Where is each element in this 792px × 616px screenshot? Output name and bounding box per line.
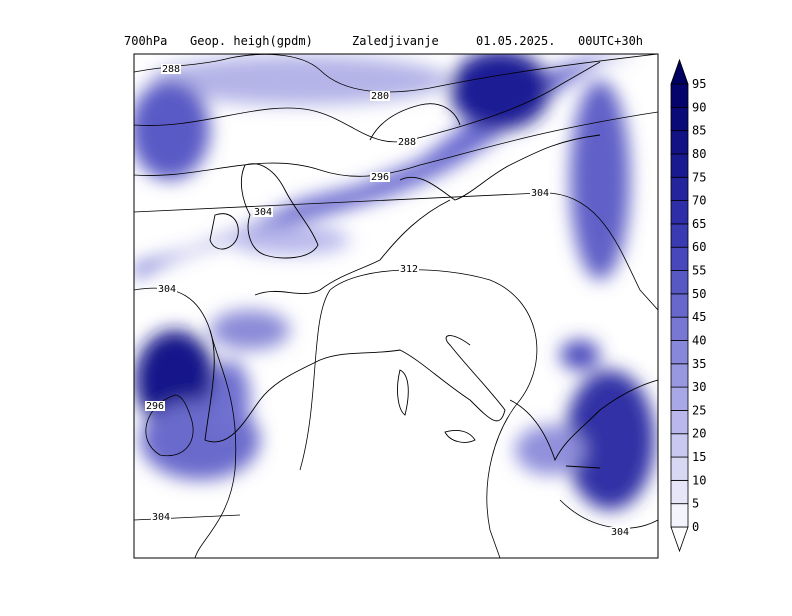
coastlines (204, 103, 658, 469)
colorbar-label: 30 (692, 380, 706, 394)
colorbar-label: 0 (692, 520, 699, 534)
contour-label-text: 288 (398, 137, 416, 148)
colorbar-label: 20 (692, 427, 706, 441)
contour-label-box (610, 527, 630, 537)
contour-label-box (399, 264, 419, 274)
contour-label-box (253, 207, 273, 217)
colorbar-box (670, 410, 689, 435)
colorbar-label: 95 (692, 77, 706, 91)
contour-label-box (161, 64, 181, 74)
colorbar-box (670, 340, 689, 365)
contour-label: 288 (161, 64, 181, 75)
title-run: 00UTC+30h (578, 34, 643, 48)
contour-label: 296 (370, 172, 390, 183)
colorbar-label: 50 (692, 287, 706, 301)
colorbar-box (670, 270, 689, 295)
contour-label: 304 (151, 512, 171, 523)
title-level: 700hPa (124, 34, 167, 48)
contour-label-text: 280 (371, 91, 389, 102)
colorbar-box (670, 223, 689, 248)
colorbar-box (670, 433, 689, 458)
colorbar-box (670, 386, 689, 411)
contour-label: 304 (610, 527, 630, 538)
title-product: Zaledjivanje (352, 34, 439, 48)
colorbar-label: 55 (692, 264, 706, 278)
contour-labels: 288 280 288 296 304 304 312 304 296 304 304 (145, 64, 630, 538)
colorbar-box (670, 479, 689, 505)
contour-label-text: 304 (611, 527, 629, 538)
contour-label-box (370, 91, 390, 101)
contour-label-text: 304 (531, 188, 549, 199)
colorbar-label: 15 (692, 450, 706, 464)
colorbar-label: 5 (692, 497, 699, 511)
contour-label: 312 (399, 264, 419, 275)
colorbar-box (670, 316, 689, 341)
colorbar-box (670, 246, 689, 271)
colorbar-label: 80 (692, 147, 706, 161)
colorbar-box (670, 456, 689, 481)
map: 288 280 288 296 304 304 312 304 296 304 304 (134, 54, 658, 558)
colorbar-box (670, 106, 689, 132)
contour-label-box (157, 284, 177, 294)
colorbar-label: 40 (692, 333, 706, 347)
contour-label-text: 304 (254, 207, 272, 218)
colorbar-label: 25 (692, 403, 706, 417)
contour-label-text: 304 (158, 284, 176, 295)
colorbar-box (670, 200, 689, 225)
colorbar-box (670, 130, 689, 155)
colorbar-label: 35 (692, 357, 706, 371)
colorbar-low (670, 526, 689, 553)
contour-label-box (370, 172, 390, 182)
title-date: 01.05.2025. (476, 34, 555, 48)
colorbar-label: 90 (692, 100, 706, 114)
colorbar-label: 70 (692, 194, 706, 208)
contour-label-text: 288 (162, 64, 180, 75)
colorbar-box (670, 153, 689, 178)
contour-label-text: 304 (152, 512, 170, 523)
title: 700hPa Geop. heigh(gpdm) Zaledjivanje 01… (124, 34, 643, 48)
map-frame (133, 53, 659, 559)
contour-label-box (530, 188, 550, 198)
colorbar: 0 5 10 15 20 25 30 35 40 45 50 55 60 65 70 75 80 85 90 95 (670, 58, 706, 553)
colorbar-label: 60 (692, 240, 706, 254)
colorbar-high (670, 58, 689, 85)
colorbar-label: 65 (692, 217, 706, 231)
colorbar-label: 10 (692, 473, 706, 487)
colorbar-box (670, 83, 689, 108)
colorbar-label: 85 (692, 124, 706, 138)
colorbar-box (670, 293, 689, 318)
colorbar-label: 45 (692, 310, 706, 324)
contour-label-text: 312 (400, 264, 418, 275)
colorbar-box (670, 363, 689, 388)
contour-label: 304 (253, 207, 273, 218)
icing-field (134, 54, 655, 510)
contour-label-text: 296 (371, 172, 389, 183)
colorbar-box (670, 503, 689, 528)
contour-label: 304 (157, 284, 177, 295)
colorbar-label: 75 (692, 170, 706, 184)
contour-label: 296 (145, 401, 165, 412)
contour-label: 280 (370, 91, 390, 102)
contour-label-box (151, 512, 171, 522)
contour-label-text: 296 (146, 401, 164, 412)
contour-label: 304 (530, 188, 550, 199)
contour-label-box (397, 137, 417, 147)
contour-label-box (145, 401, 165, 411)
title-field: Geop. heigh(gpdm) (190, 34, 313, 48)
colorbar-box (670, 176, 689, 201)
contour-label: 288 (397, 137, 417, 148)
